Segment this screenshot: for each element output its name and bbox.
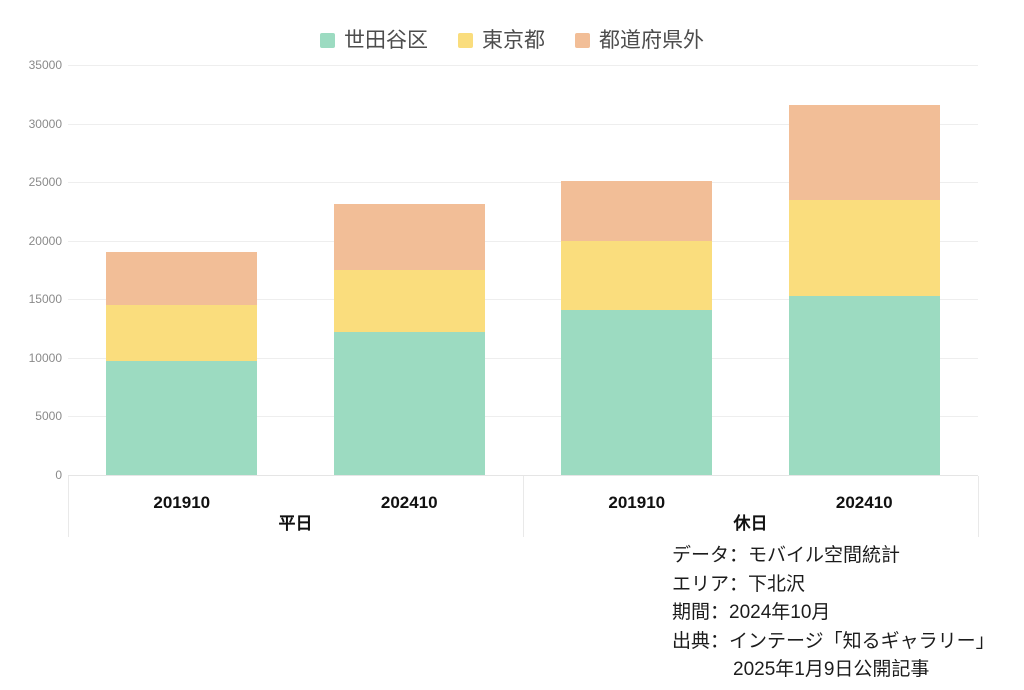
gridline — [68, 182, 978, 184]
axis-border-left — [68, 476, 69, 537]
stacked-bar — [788, 65, 940, 475]
gridline — [68, 65, 978, 66]
bar-segment[interactable] — [106, 305, 258, 362]
bar-segment[interactable] — [561, 309, 713, 475]
stacked-bar — [561, 65, 713, 475]
axis-divider — [523, 476, 524, 537]
legend-label: 世田谷区 — [344, 28, 428, 52]
y-axis-label: 0 — [55, 468, 62, 482]
y-axis-label: 10000 — [28, 350, 62, 365]
legend-swatch-icon — [320, 32, 335, 48]
axis-border-right — [978, 476, 979, 537]
bar-segment[interactable] — [788, 199, 940, 296]
stacked-bar — [333, 65, 485, 475]
y-axis: 0 5000 10000 15000 20000 25000 30000 35000 — [0, 58, 62, 482]
legend-label: 東京都 — [482, 28, 545, 52]
bar-segment[interactable] — [333, 332, 485, 475]
legend-item-outside-pref[interactable]: 都道府県外 — [575, 30, 704, 51]
note-data-source: データ：モバイル空間統計 — [672, 545, 901, 566]
source-notes: データ：モバイル空間統計 エリア：下北沢 期間：2024年10月 出典：インテー… — [672, 542, 995, 685]
bar-segment[interactable] — [106, 361, 258, 475]
gridline — [68, 299, 978, 301]
x-tick-label: 202410 — [835, 493, 893, 512]
x-group-label-weekday: 平日 — [278, 514, 313, 533]
legend-item-tokyo[interactable]: 東京都 — [458, 30, 545, 51]
y-axis-label: 15000 — [28, 292, 62, 307]
stacked-bar — [106, 65, 258, 475]
bar-segment[interactable] — [333, 270, 485, 333]
x-group-label-holiday: 休日 — [733, 514, 768, 533]
y-axis-label: 30000 — [28, 116, 62, 131]
gridline — [68, 240, 978, 242]
x-axis: 201910 202410 201910 202410 平日 休日 — [68, 475, 979, 537]
gridline — [68, 416, 978, 418]
plot-area — [68, 65, 978, 475]
note-citation-date: 2025年1月9日公開記事 — [733, 659, 930, 680]
bar-segment[interactable] — [106, 252, 258, 306]
x-tick-label: 201910 — [608, 493, 666, 512]
bar-segment[interactable] — [561, 240, 713, 310]
x-tick-label: 201910 — [153, 493, 211, 512]
note-period: 期間：2024年10月 — [672, 602, 831, 623]
bar-segment[interactable] — [561, 180, 713, 241]
y-axis-label: 5000 — [35, 409, 62, 424]
gridline — [68, 357, 978, 359]
bar-segment[interactable] — [788, 295, 940, 475]
legend-label: 都道府県外 — [599, 28, 704, 52]
bar-segment[interactable] — [788, 104, 940, 200]
x-tick-label: 202410 — [380, 493, 438, 512]
note-area: エリア：下北沢 — [672, 573, 806, 595]
y-axis-label: 35000 — [28, 58, 62, 72]
y-axis-label: 25000 — [28, 175, 62, 190]
legend-swatch-icon — [458, 32, 473, 48]
gridline — [68, 123, 978, 125]
note-citation: 出典：インテージ「知るギャラリー」 — [672, 630, 995, 652]
legend: 世田谷区 東京都 都道府県外 — [0, 26, 1024, 54]
legend-item-setagaya[interactable]: 世田谷区 — [320, 30, 428, 51]
legend-swatch-icon — [575, 32, 590, 48]
bar-segment[interactable] — [333, 204, 485, 270]
y-axis-label: 20000 — [28, 233, 62, 248]
